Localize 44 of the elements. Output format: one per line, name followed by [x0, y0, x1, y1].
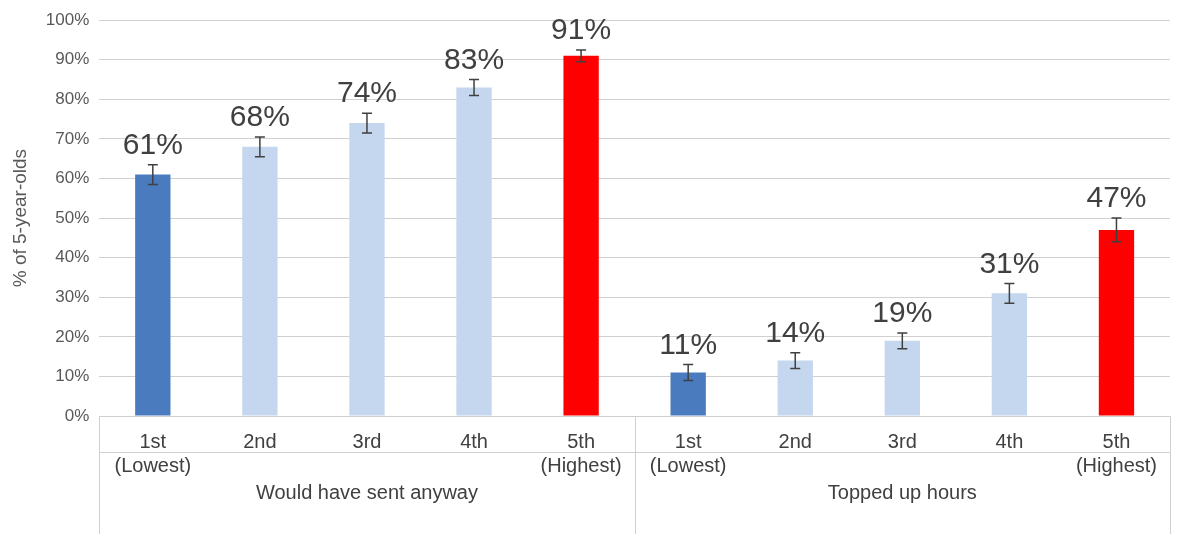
y-tick-label: 30% [55, 286, 90, 306]
bar [349, 123, 385, 416]
data-label: 47% [1086, 180, 1147, 214]
bar [135, 174, 171, 416]
bar [991, 293, 1028, 416]
y-tick-label: 100% [45, 9, 90, 29]
bar [670, 372, 706, 416]
data-label: 11% [659, 326, 718, 360]
y-tick-label: 40% [55, 247, 90, 267]
y-tick-label: 90% [55, 49, 90, 69]
y-axis-title: % of 5-year-olds [8, 148, 30, 288]
data-label: 91% [551, 12, 612, 46]
text: Would have sent anyway [255, 480, 478, 503]
x-tick-label: 2nd [778, 429, 812, 452]
bar [563, 55, 599, 416]
bar [777, 360, 813, 416]
text: Topped up hours [827, 480, 977, 503]
data-label: 14% [765, 314, 826, 348]
y-tick-label: 60% [55, 168, 90, 188]
x-tick-label: 5th (Highest) [1075, 429, 1158, 476]
data-label: 68% [229, 99, 290, 133]
x-tick-label: 4th [460, 429, 488, 452]
y-tick-label: 20% [55, 326, 90, 346]
y-tick-label: 70% [55, 128, 90, 148]
x-tick-label: 5th (Highest) [540, 429, 622, 476]
x-tick-label: 2nd [243, 429, 277, 452]
bar [242, 146, 278, 416]
bar [1098, 229, 1135, 416]
y-tick-label: 80% [55, 89, 90, 109]
data-label: 61% [122, 126, 183, 160]
x-tick-label: 1st (Lowest) [649, 429, 727, 476]
x-tick-label: 3rd [887, 429, 917, 452]
bar [884, 340, 920, 416]
x-tick-label: 4th [995, 429, 1024, 452]
data-label: 83% [444, 41, 505, 75]
bar [456, 87, 492, 416]
data-label: 74% [336, 75, 397, 109]
x-tick-label: 3rd [352, 429, 382, 452]
x-tick-label: 1st (Lowest) [114, 429, 192, 476]
y-tick-label: 0% [64, 405, 90, 425]
y-tick-label: 10% [55, 366, 90, 386]
data-label: 31% [979, 245, 1040, 279]
data-label: 19% [872, 295, 933, 329]
y-tick-label: 50% [55, 207, 90, 227]
